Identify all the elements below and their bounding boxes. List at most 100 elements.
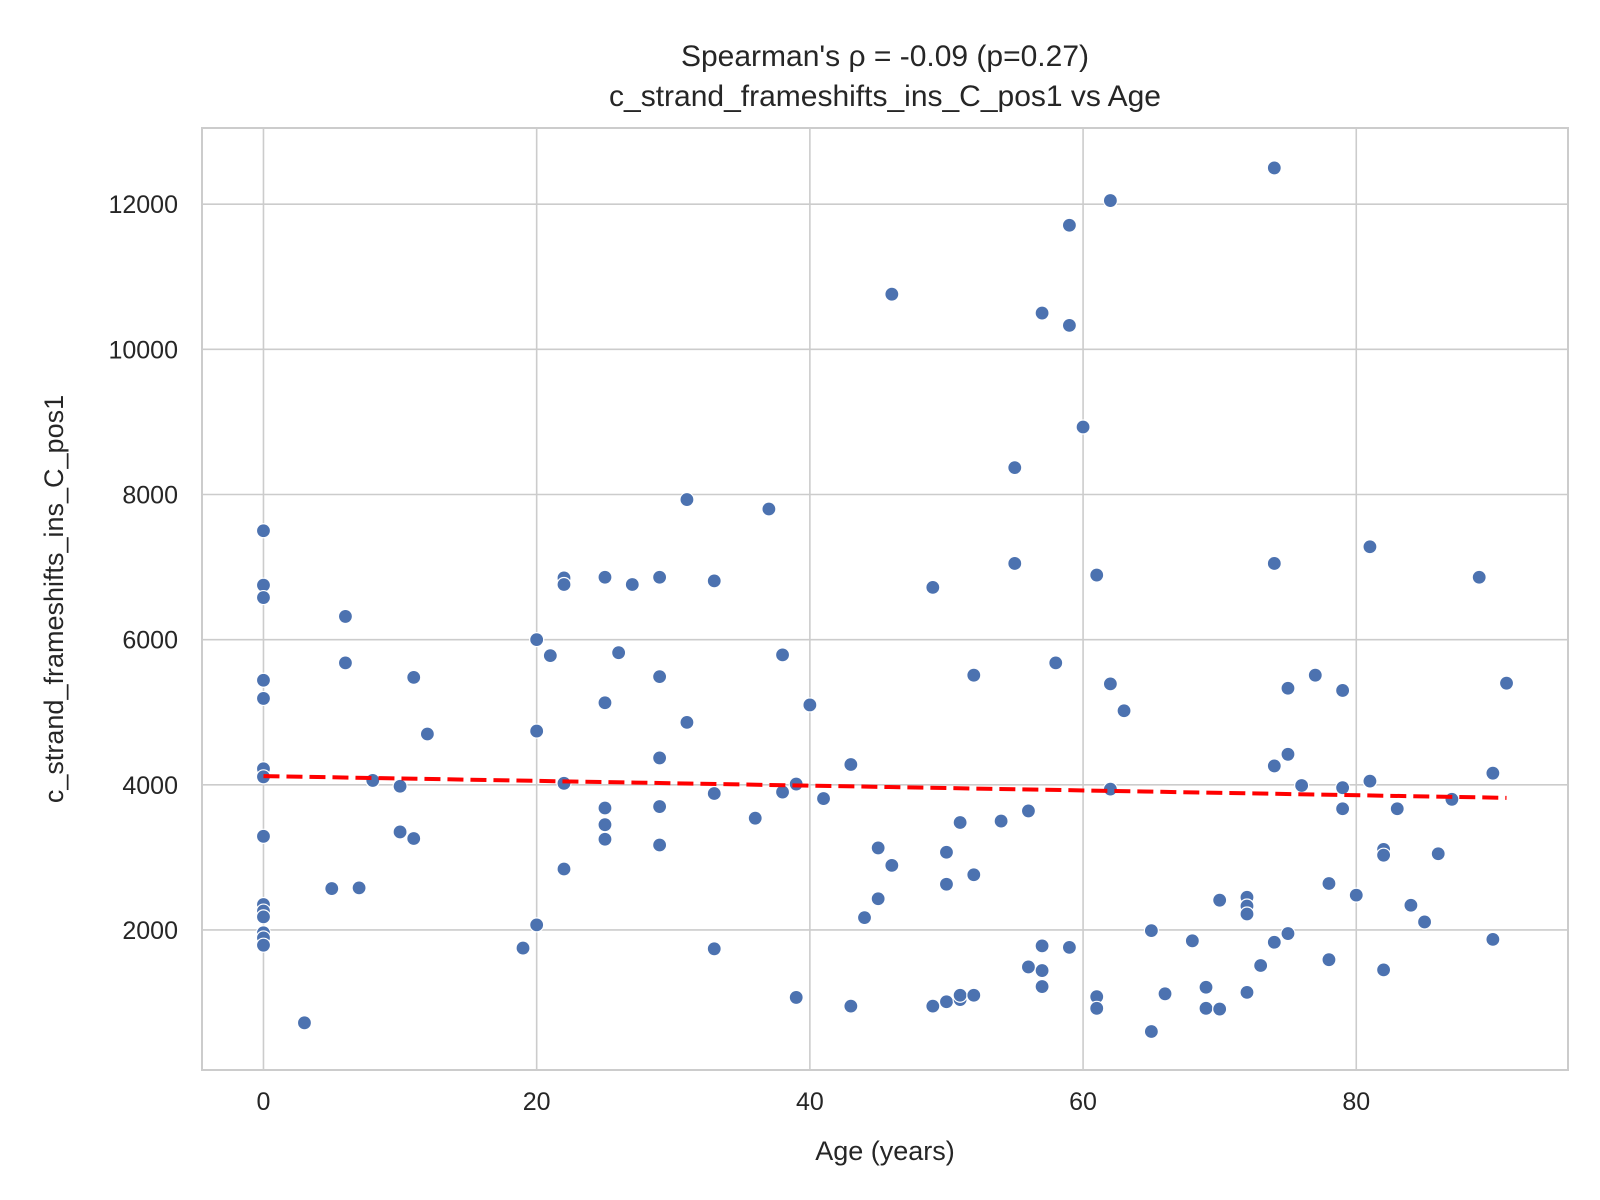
data-point <box>1034 962 1050 979</box>
data-point <box>255 690 272 707</box>
data-point <box>1034 305 1050 321</box>
data-point <box>679 714 695 730</box>
data-point <box>529 917 545 933</box>
data-point <box>774 647 791 663</box>
data-point <box>296 1015 313 1031</box>
data-point <box>1498 675 1515 691</box>
data-point <box>1266 758 1282 774</box>
data-point <box>1020 803 1037 819</box>
data-point <box>815 790 832 807</box>
data-point <box>1375 962 1392 978</box>
data-point <box>870 840 886 856</box>
data-point <box>966 867 982 883</box>
data-point <box>884 857 900 873</box>
data-point <box>597 800 613 816</box>
y-axis-label: c_strand_frameshifts_ins_C_pos1 <box>39 395 69 803</box>
data-point <box>966 667 982 683</box>
data-point <box>706 573 722 589</box>
data-point <box>515 940 531 956</box>
chart-title-line1: Spearman's ρ = -0.09 (p=0.27) <box>681 40 1089 73</box>
data-point <box>761 501 777 517</box>
data-point <box>1335 682 1351 699</box>
x-axis-ticks: 0 20 40 60 80 <box>257 1088 1371 1116</box>
data-point <box>706 941 722 957</box>
data-point <box>1362 539 1378 555</box>
data-point <box>952 987 968 1003</box>
data-point <box>597 831 613 847</box>
data-point <box>337 655 354 671</box>
data-point <box>419 726 435 742</box>
data-point <box>652 837 668 853</box>
data-point <box>802 697 818 713</box>
data-point <box>1239 906 1255 922</box>
data-point <box>351 880 367 896</box>
data-point <box>324 880 340 897</box>
plot-frame <box>201 127 1569 1071</box>
data-point <box>597 695 613 711</box>
data-point <box>1198 1000 1214 1016</box>
data-point <box>1294 777 1310 794</box>
data-point <box>1007 555 1023 572</box>
data-point <box>1157 986 1173 1002</box>
data-point <box>597 569 613 585</box>
data-point <box>255 909 272 925</box>
grid <box>202 128 1568 1070</box>
data-point <box>1061 217 1078 233</box>
data-point <box>884 286 900 302</box>
data-point <box>679 491 695 508</box>
data-point <box>1485 931 1501 947</box>
data-point <box>529 723 545 739</box>
data-point <box>706 785 722 802</box>
data-point <box>542 648 558 664</box>
data-point <box>1034 978 1050 995</box>
data-point <box>652 798 668 815</box>
data-point <box>870 891 886 907</box>
data-point <box>938 994 955 1010</box>
data-point <box>1239 984 1255 1000</box>
data-point <box>1034 938 1050 954</box>
data-point <box>856 909 873 926</box>
data-point <box>1280 925 1296 942</box>
data-point <box>611 645 627 661</box>
data-point <box>1061 939 1078 955</box>
y-axis-ticks: 2000 4000 6000 8000 10000 12000 <box>108 191 178 945</box>
data-points <box>255 160 1515 1040</box>
y-tick-label: 4000 <box>122 772 178 800</box>
data-point <box>255 672 272 688</box>
chart-title-line2: c_strand_frameshifts_ins_C_pos1 vs Age <box>609 80 1161 113</box>
data-point <box>652 669 668 685</box>
data-point <box>624 576 640 593</box>
data-point <box>1321 875 1337 892</box>
data-point <box>1444 791 1460 807</box>
data-point <box>1116 703 1132 719</box>
data-point <box>597 817 613 833</box>
data-point <box>392 778 408 794</box>
trend-line <box>263 774 1507 800</box>
y-tick-label: 6000 <box>122 627 178 655</box>
data-point <box>1335 801 1351 817</box>
data-point <box>1280 746 1296 762</box>
data-point <box>1198 979 1214 995</box>
data-point <box>406 830 422 847</box>
data-point <box>952 814 968 831</box>
data-point <box>1061 317 1078 333</box>
data-point <box>1089 567 1105 583</box>
data-point <box>1403 897 1419 913</box>
data-point <box>1471 569 1487 585</box>
y-tick-label: 8000 <box>122 481 178 509</box>
data-point <box>1048 655 1064 671</box>
data-point <box>529 632 545 648</box>
data-point <box>556 861 572 877</box>
data-point <box>406 669 422 685</box>
data-point <box>337 608 354 625</box>
data-point <box>255 828 272 844</box>
data-point <box>993 813 1009 829</box>
data-point <box>1266 160 1282 176</box>
data-point <box>843 756 859 773</box>
data-point <box>1266 934 1282 950</box>
data-point <box>652 750 668 766</box>
x-tick-label: 20 <box>523 1088 551 1116</box>
data-point <box>1430 846 1446 862</box>
data-point <box>1375 847 1392 863</box>
